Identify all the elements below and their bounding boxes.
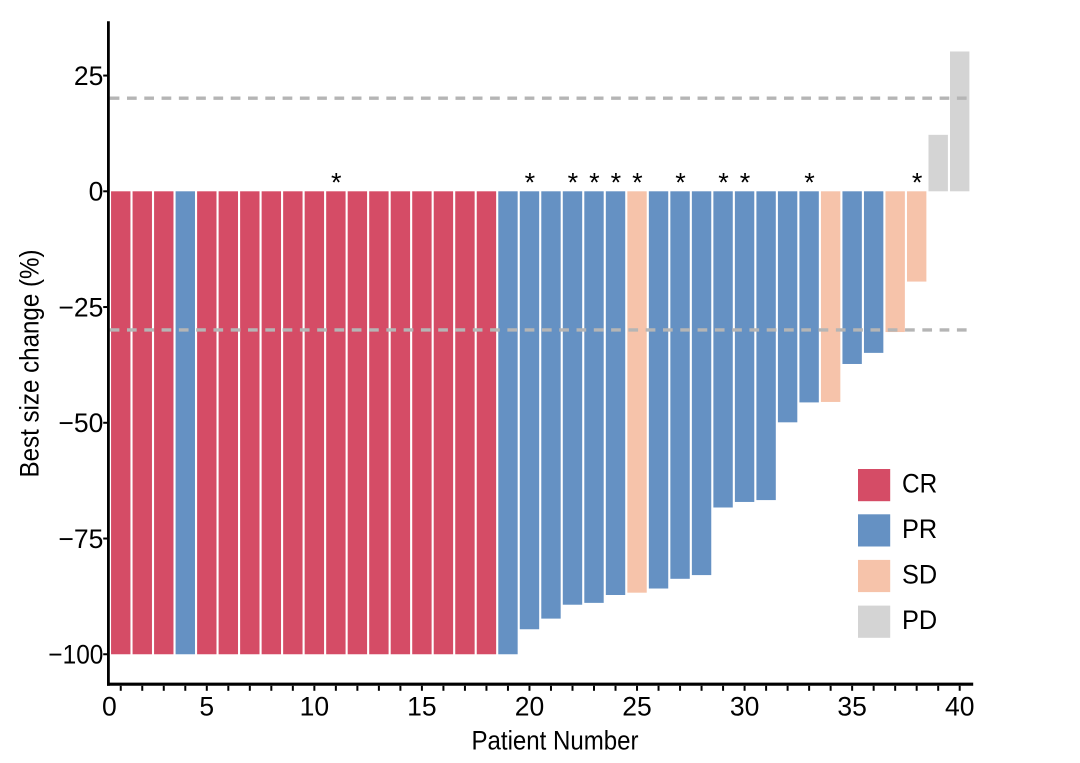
svg-text:CR: CR xyxy=(902,469,937,499)
svg-text:10: 10 xyxy=(300,692,329,722)
svg-text:*: * xyxy=(568,167,579,197)
svg-text:20: 20 xyxy=(515,692,544,722)
svg-text:*: * xyxy=(740,167,751,197)
svg-text:35: 35 xyxy=(837,692,866,722)
svg-text:*: * xyxy=(675,167,686,197)
svg-text:*: * xyxy=(331,167,342,197)
svg-text:25: 25 xyxy=(622,692,651,722)
svg-text:*: * xyxy=(632,167,643,197)
svg-text:0: 0 xyxy=(89,177,104,207)
svg-text:*: * xyxy=(611,167,622,197)
svg-text:40: 40 xyxy=(945,692,974,722)
svg-text:SD: SD xyxy=(902,560,937,590)
svg-text:*: * xyxy=(804,167,815,197)
svg-text:25: 25 xyxy=(74,61,103,91)
svg-text:Patient Number: Patient Number xyxy=(472,725,639,755)
svg-text:−100: −100 xyxy=(48,640,103,670)
svg-text:PD: PD xyxy=(902,605,937,635)
svg-text:−25: −25 xyxy=(58,292,103,322)
svg-text:5: 5 xyxy=(199,692,214,722)
svg-text:Best size change (%): Best size change (%) xyxy=(15,250,45,478)
svg-text:*: * xyxy=(912,167,923,197)
svg-text:*: * xyxy=(525,167,536,197)
svg-text:−50: −50 xyxy=(58,408,103,438)
svg-text:0: 0 xyxy=(102,692,117,722)
svg-text:*: * xyxy=(718,167,729,197)
svg-text:30: 30 xyxy=(730,692,759,722)
svg-text:15: 15 xyxy=(407,692,436,722)
svg-text:*: * xyxy=(589,167,600,197)
svg-text:−75: −75 xyxy=(58,524,103,554)
svg-text:PR: PR xyxy=(902,514,937,544)
